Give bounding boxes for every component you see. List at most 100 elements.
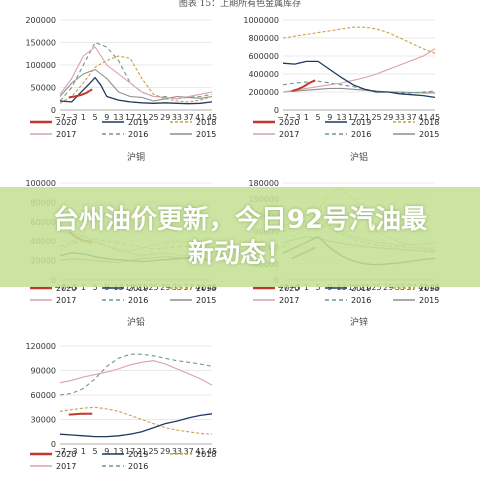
x-tick-label: 37: [407, 283, 417, 292]
x-tick-label: 13: [113, 447, 123, 456]
x-tick-label: 21: [360, 113, 370, 122]
series-line-2016: [59, 353, 213, 396]
x-tick-label: 5: [93, 283, 98, 292]
x-tick-label: 45: [207, 447, 217, 456]
legend-label-2018: 2018: [419, 284, 439, 293]
x-tick-label: 37: [184, 283, 194, 292]
x-tick-label: 21: [137, 447, 147, 456]
x-tick-label: 9: [104, 113, 109, 122]
series-line-2018: [59, 406, 213, 435]
legend-label-2016: 2016: [351, 130, 371, 139]
legend-label-2017: 2017: [56, 296, 76, 305]
legend-label-2020: 2020: [279, 118, 299, 127]
legend-label-2020: 2020: [56, 450, 76, 459]
x-tick-label: −3: [289, 283, 301, 292]
y-tick-label: 100000: [25, 179, 56, 188]
x-tick-label: 17: [125, 283, 135, 292]
x-tick-label: 21: [137, 283, 147, 292]
series-line-2019: [282, 60, 436, 99]
x-tick-label: 41: [195, 283, 205, 292]
y-tick-label: 100000: [25, 61, 56, 70]
legend-label-2019: 2019: [351, 284, 371, 293]
x-tick-label: 25: [148, 113, 158, 122]
y-tick-label: 800000: [248, 34, 279, 43]
x-tick-label: −3: [66, 447, 78, 456]
y-tick-label: 90000: [31, 367, 56, 376]
series-line-2017: [59, 46, 213, 100]
x-tick-label: 13: [113, 113, 123, 122]
series-line-2020: [291, 79, 316, 93]
x-tick-label: 25: [371, 113, 381, 122]
x-tick-label: 17: [348, 283, 358, 292]
x-tick-label: 25: [148, 447, 158, 456]
series-line-2020: [68, 412, 93, 416]
y-tick-label: 200000: [25, 16, 56, 25]
x-tick-label: 21: [137, 113, 147, 122]
x-tick-label: 29: [383, 283, 393, 292]
series-line-2018: [282, 26, 436, 54]
legend-label-2020: 2020: [279, 284, 299, 293]
x-tick-label: −7: [277, 113, 289, 122]
x-tick-label: 45: [207, 113, 217, 122]
legend-label-2015: 2015: [196, 296, 216, 305]
x-tick-label: 37: [184, 113, 194, 122]
legend-label-2017: 2017: [56, 462, 76, 471]
x-tick-label: −7: [54, 283, 66, 292]
series-line-2018: [59, 55, 213, 104]
x-tick-label: 25: [371, 283, 381, 292]
series-line-2019: [59, 413, 213, 438]
x-tick-label: 1: [81, 447, 86, 456]
legend-label-2018: 2018: [196, 450, 216, 459]
x-tick-label: 45: [430, 113, 440, 122]
x-tick-label: 33: [172, 447, 182, 456]
legend-label-2018: 2018: [196, 118, 216, 127]
legend-label-2017: 2017: [279, 130, 299, 139]
chart-label: 沪锌: [350, 316, 368, 328]
x-tick-label: 5: [316, 113, 321, 122]
series-line-2017: [59, 360, 213, 386]
y-tick-label: 0: [51, 106, 56, 115]
x-tick-label: 33: [172, 113, 182, 122]
series-line-2016: [282, 80, 436, 94]
legend-label-2016: 2016: [128, 296, 148, 305]
legend-label-2018: 2018: [419, 118, 439, 127]
x-tick-label: 1: [304, 283, 309, 292]
x-tick-label: 29: [160, 283, 170, 292]
legend-label-2020: 2020: [56, 118, 76, 127]
series-line-2017: [282, 48, 436, 93]
legend-label-2017: 2017: [56, 130, 76, 139]
legend-label-2019: 2019: [128, 450, 148, 459]
x-tick-label: 5: [316, 283, 321, 292]
x-tick-label: −7: [54, 447, 66, 456]
x-tick-label: 41: [418, 283, 428, 292]
x-tick-label: −3: [66, 113, 78, 122]
x-tick-label: 1: [81, 113, 86, 122]
legend-label-2015: 2015: [196, 130, 216, 139]
x-tick-label: 29: [160, 113, 170, 122]
x-tick-label: 5: [93, 113, 98, 122]
legend-label-2016: 2016: [128, 462, 148, 471]
x-tick-label: 17: [348, 113, 358, 122]
legend-label-2015: 2015: [419, 130, 439, 139]
x-tick-label: 1: [81, 283, 86, 292]
legend-label-2019: 2019: [128, 118, 148, 127]
x-tick-label: 21: [360, 283, 370, 292]
y-tick-label: 0: [274, 106, 279, 115]
legend-label-2016: 2016: [128, 130, 148, 139]
headline-text: 台州油价更新，今日92号汽油最新动态！: [52, 205, 428, 269]
x-tick-label: 29: [160, 447, 170, 456]
chart-label: 沪铅: [127, 316, 145, 328]
x-tick-label: 37: [184, 447, 194, 456]
x-tick-label: 33: [395, 113, 405, 122]
y-tick-label: 30000: [31, 416, 56, 425]
chart-label: 沪铝: [350, 151, 368, 163]
legend-label-2020: 2020: [56, 284, 76, 293]
x-tick-label: 41: [195, 113, 205, 122]
chart-label: 沪铜: [127, 151, 145, 163]
x-tick-label: 45: [207, 283, 217, 292]
header-title: 图表 15：上期所有色金属库存: [179, 0, 301, 9]
